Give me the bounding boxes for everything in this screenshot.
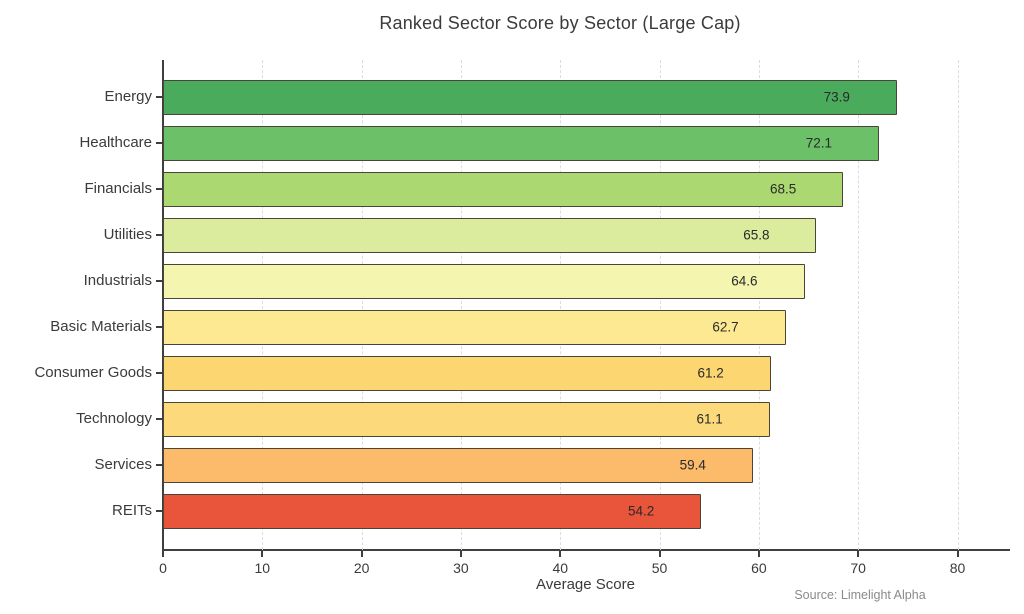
x-tick-mark bbox=[757, 550, 760, 557]
x-tick-mark bbox=[559, 550, 562, 557]
sector-bar-utilities: 65.8 bbox=[163, 217, 817, 253]
x-tick-label-20: 20 bbox=[353, 560, 370, 576]
y-tick-mark bbox=[156, 188, 163, 190]
y-tick-mark bbox=[156, 326, 163, 328]
sector-bar-industrials: 64.6 bbox=[163, 263, 805, 299]
x-tick-label-10: 10 bbox=[254, 560, 271, 576]
gridline-10 bbox=[262, 60, 264, 550]
y-axis-label-healthcare: Healthcare bbox=[79, 134, 152, 151]
sector-bar-technology: 61.1 bbox=[163, 401, 770, 437]
y-axis-label-financials: Financials bbox=[84, 180, 152, 197]
sector-bar-reits: 54.2 bbox=[163, 493, 702, 529]
x-tick-mark bbox=[956, 550, 959, 557]
bar-value-label: 73.9 bbox=[823, 89, 850, 105]
x-tick-label-30: 30 bbox=[453, 560, 469, 576]
y-tick-mark bbox=[156, 280, 163, 282]
bar-value-label: 54.2 bbox=[627, 503, 655, 519]
x-tick-label-50: 50 bbox=[651, 560, 668, 576]
gridline-20 bbox=[361, 60, 363, 550]
sector-bar-financials: 68.5 bbox=[163, 171, 844, 207]
bar-value-label: 62.7 bbox=[712, 319, 739, 335]
y-axis-label-industrials: Industrials bbox=[83, 272, 152, 289]
y-axis-label-energy: Energy bbox=[104, 88, 152, 105]
sector-bar-services: 59.4 bbox=[163, 447, 753, 483]
x-tick-label-0: 0 bbox=[159, 560, 167, 576]
gridline-40 bbox=[560, 60, 562, 550]
x-tick-mark bbox=[857, 550, 860, 557]
chart-title: Ranked Sector Score by Sector (Large Cap… bbox=[379, 13, 741, 33]
gridline-60 bbox=[758, 60, 760, 550]
bar-value-label: 68.5 bbox=[770, 181, 797, 197]
y-axis-label-technology: Technology bbox=[76, 410, 152, 427]
x-tick-mark bbox=[162, 550, 164, 557]
y-tick-mark bbox=[156, 234, 163, 236]
source-note: Source: Limelight Alpha bbox=[794, 588, 926, 602]
y-tick-mark bbox=[156, 510, 163, 512]
x-tick-label-80: 80 bbox=[949, 560, 966, 576]
x-tick-mark bbox=[658, 550, 661, 557]
bar-value-label: 64.6 bbox=[731, 273, 758, 289]
y-tick-mark bbox=[156, 418, 163, 420]
gridline-30 bbox=[460, 60, 462, 550]
x-axis-title: Average Score bbox=[536, 576, 635, 593]
y-axis-label-consumer-goods: Consumer Goods bbox=[34, 364, 152, 381]
y-axis-label-basic-materials: Basic Materials bbox=[50, 318, 152, 335]
x-tick-label-70: 70 bbox=[850, 560, 866, 576]
bar-value-label: 59.4 bbox=[679, 457, 706, 473]
sector-bar-consumer-goods: 61.2 bbox=[163, 355, 771, 391]
gridline-70 bbox=[858, 60, 860, 550]
bar-value-label: 72.1 bbox=[805, 135, 833, 151]
y-tick-mark bbox=[156, 96, 163, 98]
gridline-80 bbox=[957, 60, 959, 550]
x-tick-mark bbox=[459, 550, 462, 557]
y-axis-spine bbox=[162, 60, 164, 551]
x-axis-spine bbox=[162, 549, 1010, 551]
bar-value-label: 61.1 bbox=[696, 411, 723, 427]
bar-value-label: 61.2 bbox=[697, 365, 724, 381]
y-axis-label-reits: REITs bbox=[111, 502, 152, 519]
x-tick-label-60: 60 bbox=[751, 560, 767, 576]
y-tick-mark bbox=[156, 142, 163, 144]
x-tick-mark bbox=[360, 550, 363, 557]
sector-bar-basic-materials: 62.7 bbox=[163, 309, 786, 345]
sector-bar-energy: 73.9 bbox=[163, 79, 897, 115]
bar-value-label: 65.8 bbox=[743, 227, 770, 243]
x-tick-mark bbox=[261, 550, 264, 557]
sector-bar-healthcare: 72.1 bbox=[163, 125, 880, 161]
y-tick-mark bbox=[156, 372, 163, 374]
gridline-50 bbox=[659, 60, 661, 550]
x-tick-label-40: 40 bbox=[552, 560, 569, 576]
plot-area: 73.9 72.1 68.5 65.8 64.6 62.7 61.2 61.1 59.4 54.2 bbox=[163, 60, 1008, 550]
y-axis-label-services: Services bbox=[94, 456, 152, 473]
y-axis-label-utilities: Utilities bbox=[103, 226, 152, 243]
y-tick-mark bbox=[156, 464, 163, 466]
